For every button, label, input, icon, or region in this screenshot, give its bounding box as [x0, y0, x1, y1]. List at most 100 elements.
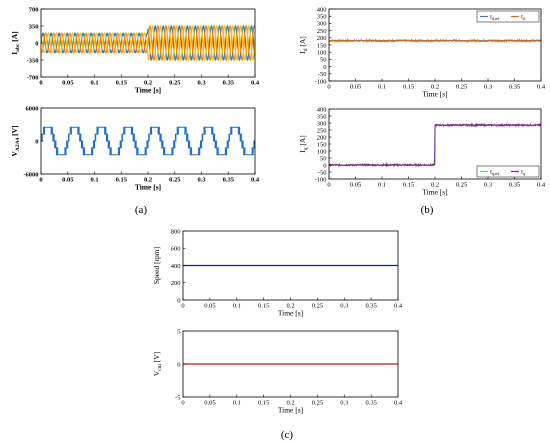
x-tick-label: 0.1	[90, 80, 98, 87]
y-tick-label: 300	[317, 120, 327, 127]
x-tick-label: 0.1	[90, 177, 98, 184]
x-tick-label: 0.2	[431, 84, 439, 91]
x-tick-label: 0.1	[378, 84, 386, 91]
x-tick-label: 0.15	[403, 84, 414, 91]
x-tick-label: 0.15	[258, 303, 269, 310]
legend-entry-label: Id	[521, 15, 525, 22]
x-tick-label: 0	[181, 303, 184, 310]
legend-entry-label: Iq,ref	[490, 170, 500, 178]
chart-iabc: 0 0.05 0.1 0.15 0.2 0.25 0.3 0.35 0.4 700 350 0 -350…	[10, 6, 260, 94]
chart-va2a4: 0 0.05 0.1 0.15 0.2 0.25 0.3 0.35 0.460000-6000T…	[10, 105, 260, 191]
x-tick-label: 0.4	[394, 400, 403, 407]
x-tick-label: 0.4	[394, 303, 403, 310]
y-tick-label: 800	[171, 228, 181, 235]
x-tick-label: 0.1	[233, 303, 241, 310]
x-tick-label: 0.4	[251, 80, 260, 87]
x-tick-label: 0.35	[223, 80, 235, 87]
x-axis-label: Time [s]	[278, 406, 303, 415]
legend-entry-label: Id,ref	[490, 15, 500, 23]
series-line-voltage	[41, 126, 255, 156]
y-tick-label: -5	[175, 394, 180, 401]
plot-area-va2a4	[41, 126, 255, 156]
x-tick-label: 0	[181, 400, 184, 407]
x-tick-label: 0.3	[197, 177, 206, 184]
x-tick-label: 0.4	[251, 177, 260, 184]
x-tick-label: 0.1	[378, 182, 386, 189]
x-tick-label: 0.3	[340, 303, 348, 310]
x-tick-label: 0.05	[62, 80, 74, 87]
y-axis-label: Iabc [A]	[10, 31, 21, 54]
y-tick-label: 100	[317, 50, 327, 57]
plot-area-iabc	[41, 25, 255, 61]
legend-iq: Iq,ref Iq	[476, 165, 540, 178]
y-tick-label: -6000	[23, 171, 38, 178]
y-tick-label: 250	[317, 127, 327, 134]
y-tick-label: 150	[317, 141, 327, 148]
y-tick-label: 400	[171, 263, 181, 270]
panel-label-b: (b)	[421, 204, 434, 216]
y-tick-label: 5	[177, 328, 180, 335]
chart-speed: 0 0.05 0.1 0.15 0.2 0.25 0.3 0.35 0.4 800 600 400 20…	[152, 228, 403, 317]
x-tick-label: 0.05	[62, 177, 74, 184]
y-tick-label: -100	[315, 176, 327, 183]
x-tick-label: 0	[327, 182, 330, 189]
y-tick-label: 200	[317, 35, 327, 42]
y-tick-label: 350	[29, 23, 39, 30]
y-tick-label: 0	[177, 297, 180, 304]
series-line-iq-2	[329, 122, 541, 168]
chart-iq: 0 0.05 0.1 0.15 0.2 0.25 0.3 0.35 0.4 40035030025…	[298, 106, 546, 196]
plot-area-iq	[329, 122, 541, 168]
x-tick-label: 0.2	[144, 177, 152, 184]
x-tick-label: 0.35	[365, 400, 376, 407]
x-axis-label: Time [s]	[422, 90, 447, 99]
x-tick-label: 0	[327, 84, 330, 91]
y-tick-label: 0	[177, 361, 180, 368]
x-tick-label: 0.35	[509, 182, 520, 189]
x-tick-label: 0.2	[286, 303, 294, 310]
y-tick-label: 600	[171, 246, 181, 253]
x-tick-label: 0.4	[537, 84, 546, 91]
panel-label-a: (a)	[135, 204, 148, 216]
y-tick-label: 300	[317, 21, 327, 28]
x-tick-label: 0.25	[169, 177, 181, 184]
x-tick-label: 0.35	[365, 303, 376, 310]
x-axis-label: Time [s]	[278, 309, 303, 318]
y-tick-label: 350	[317, 14, 327, 21]
y-axis-label: Iq [A]	[298, 135, 309, 153]
legend-id: Id,ref Id	[476, 10, 540, 23]
y-tick-label: 100	[317, 148, 327, 155]
x-tick-label: 0.15	[116, 177, 128, 184]
x-tick-label: 0	[39, 80, 42, 87]
x-tick-label: 0.25	[312, 303, 323, 310]
y-axis-label: Speed [rpm]	[152, 247, 161, 284]
legend-entry-label: Iq	[521, 170, 525, 177]
y-tick-label: 250	[317, 28, 327, 35]
x-tick-label: 0.35	[223, 177, 235, 184]
y-tick-label: 50	[320, 57, 327, 64]
x-tick-label: 0.15	[116, 80, 128, 87]
series-line-phase-3	[41, 25, 255, 61]
x-tick-label: 0.15	[403, 182, 414, 189]
y-tick-label: -350	[27, 57, 39, 64]
panel-label-c: (c)	[281, 429, 294, 441]
x-tick-label: 0.05	[350, 182, 361, 189]
y-axis-label: VA2A4 [V]	[10, 125, 21, 156]
y-tick-label: 700	[29, 6, 39, 13]
y-tick-label: -700	[27, 74, 39, 81]
x-tick-label: 0.3	[197, 80, 206, 87]
x-tick-label: 0.25	[456, 84, 467, 91]
x-tick-label: 0.05	[204, 303, 215, 310]
x-tick-label: 0.3	[340, 400, 348, 407]
x-tick-label: 0.05	[350, 84, 361, 91]
x-tick-label: 0.2	[144, 80, 152, 87]
y-tick-label: 350	[317, 113, 327, 120]
x-tick-label: 0.1	[233, 400, 241, 407]
y-tick-label: 50	[320, 155, 327, 162]
x-tick-label: 0.25	[312, 400, 323, 407]
x-tick-label: 0.15	[258, 400, 269, 407]
x-tick-label: 0.2	[431, 182, 439, 189]
x-tick-label: 0.05	[204, 400, 215, 407]
y-tick-label: -50	[318, 169, 327, 176]
y-tick-label: 400	[317, 106, 327, 113]
